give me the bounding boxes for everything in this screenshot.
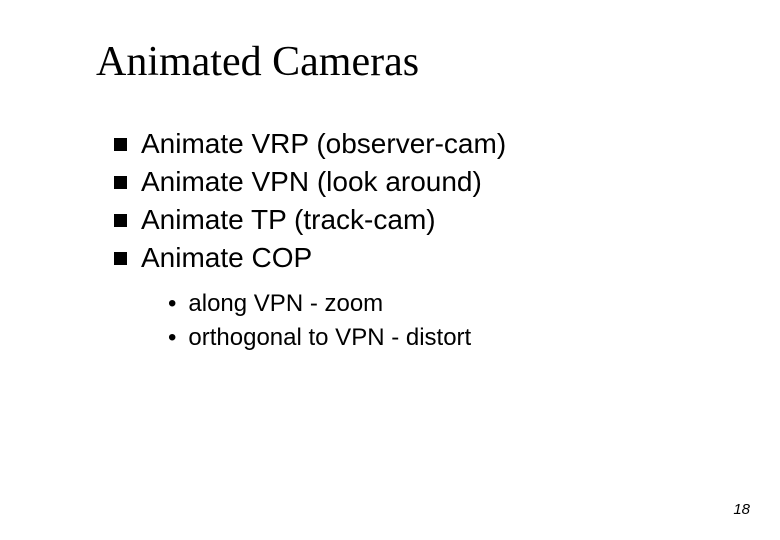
- square-bullet-icon: [114, 176, 127, 189]
- dot-bullet-icon: •: [168, 292, 176, 316]
- sub-bullet-item: • along VPN - zoom: [168, 290, 780, 318]
- bullet-text: Animate VRP (observer-cam): [141, 128, 506, 160]
- sub-bullet-list: • along VPN - zoom • orthogonal to VPN -…: [168, 290, 780, 352]
- bullet-item: Animate COP: [114, 242, 780, 274]
- bullet-text: Animate VPN (look around): [141, 166, 482, 198]
- bullet-item: Animate VRP (observer-cam): [114, 128, 780, 160]
- sub-bullet-item: • orthogonal to VPN - distort: [168, 324, 780, 352]
- bullet-item: Animate TP (track-cam): [114, 204, 780, 236]
- bullet-list: Animate VRP (observer-cam) Animate VPN (…: [114, 128, 780, 274]
- slide-container: Animated Cameras Animate VRP (observer-c…: [0, 0, 780, 540]
- square-bullet-icon: [114, 252, 127, 265]
- square-bullet-icon: [114, 214, 127, 227]
- square-bullet-icon: [114, 138, 127, 151]
- page-number: 18: [733, 501, 750, 518]
- sub-bullet-text: along VPN - zoom: [188, 290, 383, 318]
- sub-bullet-text: orthogonal to VPN - distort: [188, 324, 471, 352]
- slide-title: Animated Cameras: [96, 38, 780, 86]
- bullet-text: Animate COP: [141, 242, 312, 274]
- bullet-item: Animate VPN (look around): [114, 166, 780, 198]
- bullet-text: Animate TP (track-cam): [141, 204, 436, 236]
- dot-bullet-icon: •: [168, 326, 176, 350]
